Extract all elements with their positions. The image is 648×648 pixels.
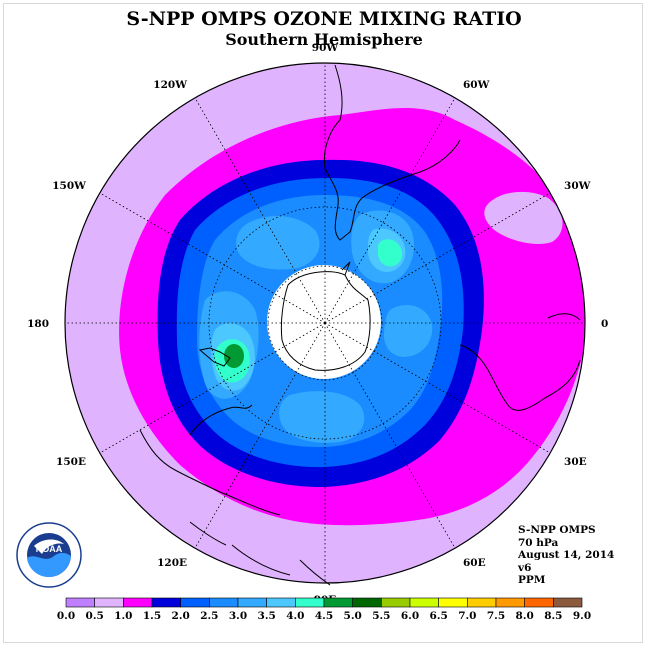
pressure-level-label: 70 hPa [518,536,559,549]
meridian-line [194,322,326,549]
longitude-label: 30W [564,180,591,192]
colorbar-tick-label: 7.5 [487,610,505,622]
colorbar-tick-label: 7.0 [458,610,476,622]
colorbar-tick-label: 6.0 [401,610,419,622]
colorbar-swatch [352,597,382,608]
meridian-line [324,192,551,324]
colorbar-swatch [123,597,153,608]
colorbar-tick-label: 6.5 [430,610,448,622]
meridian-line [324,322,551,454]
colorbar-tick-label: 5.0 [344,610,362,622]
colorbar-swatch [94,597,124,608]
africa-coast [459,313,581,411]
coastlines [139,64,581,586]
colorbar-swatch [151,597,181,608]
colorbar-swatch [266,597,296,608]
colorbar-swatch [180,597,210,608]
colorbar-tick-label: 0.5 [86,610,104,622]
meridian-line [194,97,326,324]
graticule [65,63,585,583]
longitude-label: 0 [601,318,608,330]
longitude-label: 90W [312,42,339,54]
longitude-label: 150W [52,180,86,192]
colorbar-swatch [323,597,353,608]
info-panel: S-NPP OMPS 70 hPa August 14, 2014 v6 PPM [518,524,614,587]
map-subtitle: Southern Hemisphere [225,30,423,49]
date-label: August 14, 2014 [518,549,615,561]
colorbar-tick-label: 8.0 [516,610,534,622]
colorbar-tick-label: 1.0 [114,610,132,622]
colorbar-swatch [495,597,525,608]
ozone-band-4-0 [377,239,403,267]
colorbar-tick-label: 0.0 [57,610,75,622]
meridian-line [99,322,326,454]
latitude-circle [208,206,442,440]
longitude-label: 150E [56,456,86,468]
ozone-band-4-5 [224,344,244,368]
noaa-logo-text: NOAA [36,544,63,554]
ozone-band-0-5-hole [484,191,563,245]
colorbar-swatch [467,597,497,608]
colorbar-tick-label: 3.5 [258,610,276,622]
map-title: S-NPP OMPS OZONE MIXING RATIO [126,8,522,30]
noaa-logo: NOAA [16,522,82,588]
colorbar-swatch [524,597,554,608]
colorbar-swatches [65,597,583,608]
colorbar-swatch [209,597,239,608]
new-zealand-coast [198,347,231,367]
ozone-band-3-0 [279,391,365,443]
colorbar-tick-label: 5.5 [372,610,390,622]
ozone-field [65,63,585,583]
longitude-label: 120W [153,79,187,91]
meridian-line [324,97,456,324]
colorbar-tick-label: 8.5 [544,610,562,622]
colorbar-swatch [381,597,411,608]
meridian-line [99,192,326,324]
colorbar-swatch [237,597,267,608]
ozone-band-3-0 [383,305,433,357]
longitude-label: 120E [157,557,187,569]
south-america-coast [323,64,461,241]
colorbar-swatch [65,597,95,608]
colorbar-swatch [409,597,439,608]
colorbar-swatch [438,597,468,608]
latitude-circle [267,265,383,381]
longitude-label: 60W [463,79,490,91]
longitude-label: 60E [463,557,486,569]
map-boundary [64,62,586,584]
colorbar-tick-label: 4.0 [286,610,304,622]
colorbar-swatch [553,597,583,608]
longitude-label: 30E [564,456,587,468]
instrument-label: S-NPP OMPS [518,524,596,536]
colorbar-tick-label: 4.5 [315,610,333,622]
meridian-line [324,322,456,549]
longitude-label: 180 [27,318,49,330]
colorbar-swatch [295,597,325,608]
colorbar-tick-labels: 0.0 0.5 1.0 1.5 2.0 2.5 3.0 3.5 4.0 4.5 5.0 5.5 6.0 6… [57,610,591,622]
units-label: PPM [518,574,546,586]
antarctica-coast [280,261,371,371]
colorbar-tick-label: 9.0 [573,610,591,622]
colorbar-tick-label: 2.0 [172,610,190,622]
map-frame [3,3,643,643]
colorbar-tick-label: 3.0 [229,610,247,622]
colorbar-tick-label: 2.5 [200,610,218,622]
version-label: v6 [518,561,532,574]
colorbar-tick-label: 1.5 [143,610,161,622]
